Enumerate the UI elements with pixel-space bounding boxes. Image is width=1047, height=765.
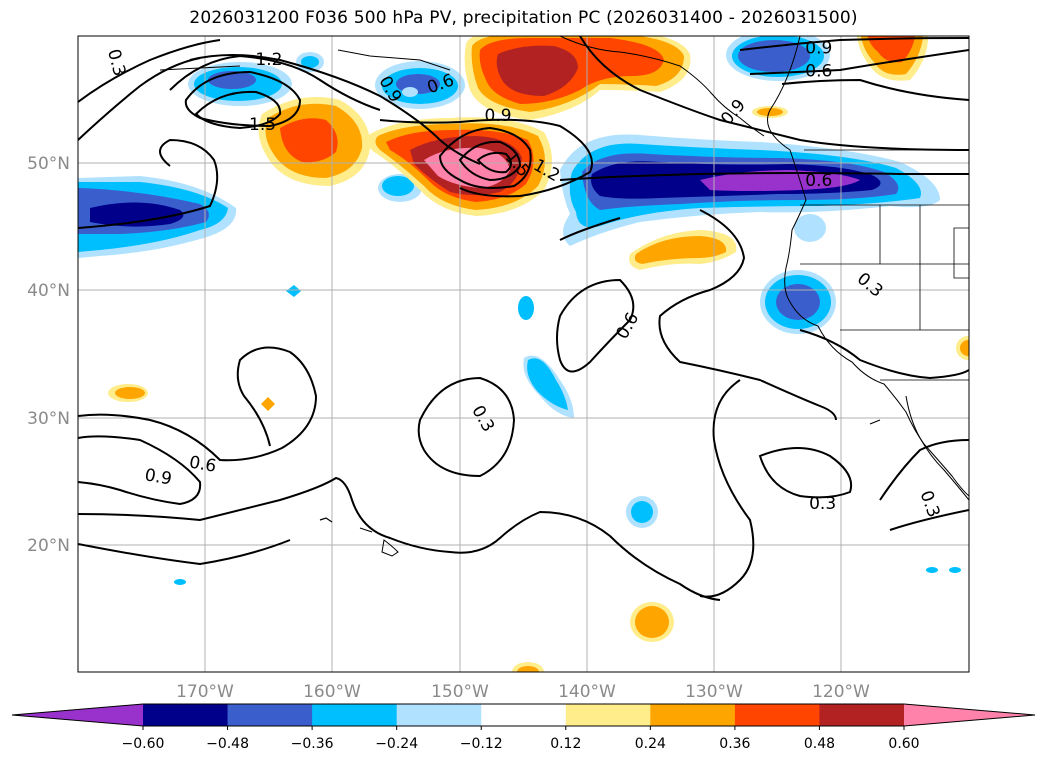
map-gridlines: [78, 36, 969, 672]
colorbar-segment: [481, 704, 567, 726]
colorbar-segment: [143, 704, 229, 726]
precip-anomaly-neg-gulf-top: [726, 36, 830, 81]
lon-label: 170°W: [176, 682, 234, 702]
precip-anomaly-pos-west: [258, 97, 371, 186]
colorbar-tick-label: 0.48: [804, 736, 835, 752]
colorbar-tick-label: 0.60: [888, 736, 919, 752]
contour-label: 0.9: [143, 465, 173, 489]
precip-anomaly-neg-east-band: [560, 134, 940, 246]
colorbar-tick-label: 0.36: [719, 736, 750, 752]
contour-label: 0.9: [805, 39, 832, 59]
contour-label: 1.2: [255, 50, 282, 70]
lat-label: 30°N: [27, 409, 70, 429]
precip-anomaly-pos-northeast: [856, 36, 929, 81]
contour-label: 0.6: [805, 62, 832, 82]
contour-label: 0.3: [809, 494, 836, 514]
colorbar-tick-label: −0.24: [375, 736, 418, 752]
contour-label: 0.9: [485, 106, 512, 126]
colorbar-segment: [396, 704, 482, 726]
colorbar-tick-label: 0.24: [635, 736, 666, 752]
colorbar-segment: [312, 704, 398, 726]
lon-label: 140°W: [558, 682, 616, 702]
colorbar: −0.60 −0.48 −0.36 −0.24 −0.12 0.12 0.24 0.36 0.4…: [11, 703, 1036, 752]
colorbar-segment: [734, 704, 820, 726]
colorbar-tick-label: −0.60: [122, 736, 165, 752]
colorbar-segment: [819, 704, 905, 726]
precip-anomaly-neg-west: [78, 176, 237, 258]
lon-label: 120°W: [812, 682, 870, 702]
colorbar-tick-label: −0.48: [206, 736, 249, 752]
colorbar-segment: [565, 704, 651, 726]
colorbar-extend-low: [12, 704, 143, 726]
precip-anomaly-neg-coast: [760, 214, 836, 334]
lat-label: 40°N: [27, 281, 70, 301]
map-title: 2026031200 F036 500 hPa PV, precipitatio…: [189, 8, 858, 28]
lon-label: 160°W: [303, 682, 361, 702]
contour-label: 0.6: [805, 171, 832, 191]
precip-anomaly-neg-aleutian: [375, 61, 465, 109]
colorbar-tick-label: 0.12: [550, 736, 581, 752]
lat-label: 50°N: [27, 154, 70, 174]
precip-anomaly-pos-north: [464, 36, 691, 120]
colorbar-tick-label: −0.12: [460, 736, 503, 752]
contour-label: 0.6: [188, 452, 218, 476]
colorbar-segment: [227, 704, 313, 726]
lon-label: 130°W: [685, 682, 743, 702]
precip-anomaly-pos-small: [108, 336, 969, 672]
colorbar-segment: [650, 704, 736, 726]
map-frame: [77, 35, 970, 673]
pv-contours: [78, 36, 969, 601]
lon-axis: 170°W 160°W 150°W 140°W 130°W 120°W: [176, 682, 870, 702]
precip-anomaly-pos-midlat: [629, 230, 737, 270]
lat-label: 20°N: [27, 536, 70, 556]
colorbar-tick-label: −0.36: [291, 736, 334, 752]
colorbar-extend-high: [904, 704, 1035, 726]
lon-label: 150°W: [431, 682, 489, 702]
precipitation-field: [78, 36, 969, 672]
coastlines: [159, 36, 969, 557]
contour-label: 1.5: [249, 115, 276, 135]
lat-axis: 50°N 40°N 30°N 20°N: [27, 154, 70, 556]
